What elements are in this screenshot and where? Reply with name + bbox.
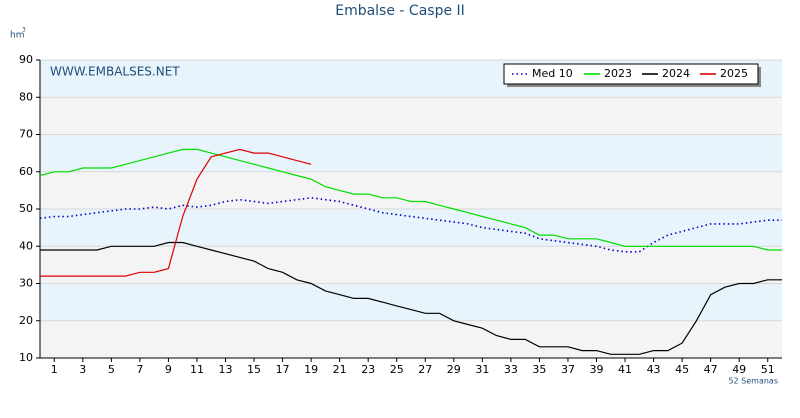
x-tick-label: 7 — [136, 363, 143, 376]
x-tick-label: 41 — [618, 363, 632, 376]
y-tick-label: 10 — [19, 351, 33, 364]
series-line — [39, 148, 782, 251]
y-tick-label: 90 — [19, 53, 33, 66]
y-tick-label: 40 — [19, 239, 33, 252]
plot-area — [36, 59, 782, 362]
x-tick-label: 43 — [647, 363, 661, 376]
x-tick-label: 31 — [475, 363, 489, 376]
series-line — [40, 241, 782, 355]
band — [40, 97, 782, 135]
x-tick-label: 19 — [304, 363, 318, 376]
legend-label: 2024 — [662, 67, 690, 80]
x-tick-label: 13 — [219, 363, 233, 376]
band — [40, 209, 782, 247]
x-tick-label: 15 — [247, 363, 261, 376]
x-tick-label: 17 — [276, 363, 290, 376]
x-tick-label: 45 — [675, 363, 689, 376]
x-axis-label: 52 Semanas — [728, 377, 778, 386]
x-tick-label: 11 — [190, 363, 204, 376]
legend — [503, 63, 759, 85]
x-tick-label: 1 — [51, 363, 58, 376]
band — [40, 320, 782, 358]
watermark: WWW.EMBALSES.NET — [50, 65, 180, 79]
legend-label: Med 10 — [532, 67, 573, 80]
x-tick-label: 39 — [590, 363, 604, 376]
y-tick-label: 70 — [19, 128, 33, 141]
legend-label: 2025 — [720, 67, 748, 80]
y-tick-label: 30 — [19, 277, 33, 290]
x-tick-label: 51 — [761, 363, 775, 376]
x-tick-label: 29 — [447, 363, 461, 376]
x-tick-label: 23 — [361, 363, 375, 376]
x-tick-label: 27 — [418, 363, 432, 376]
x-tick-label: 21 — [333, 363, 347, 376]
y-unit-exponent: 3 — [22, 27, 26, 34]
series-line — [40, 148, 312, 277]
x-tick-label: 5 — [108, 363, 115, 376]
y-tick-label: 60 — [19, 165, 33, 178]
x-tick-label: 35 — [532, 363, 546, 376]
x-tick-label: 25 — [390, 363, 404, 376]
y-unit: hm — [10, 31, 24, 41]
x-tick-label: 9 — [165, 363, 172, 376]
x-tick-label: 49 — [732, 363, 746, 376]
y-tick-label: 50 — [19, 202, 33, 215]
band — [40, 283, 782, 321]
legend-label: 2023 — [604, 67, 632, 80]
x-tick-label: 47 — [704, 363, 718, 376]
band — [40, 134, 782, 172]
x-tick-label: 37 — [561, 363, 575, 376]
band — [40, 171, 782, 209]
y-tick-label: 20 — [19, 314, 33, 327]
y-tick-label: 80 — [19, 90, 33, 103]
x-tick-label: 33 — [504, 363, 518, 376]
x-tick-label: 3 — [79, 363, 86, 376]
band — [40, 246, 782, 284]
chart-title: Embalse - Caspe II — [335, 3, 465, 19]
